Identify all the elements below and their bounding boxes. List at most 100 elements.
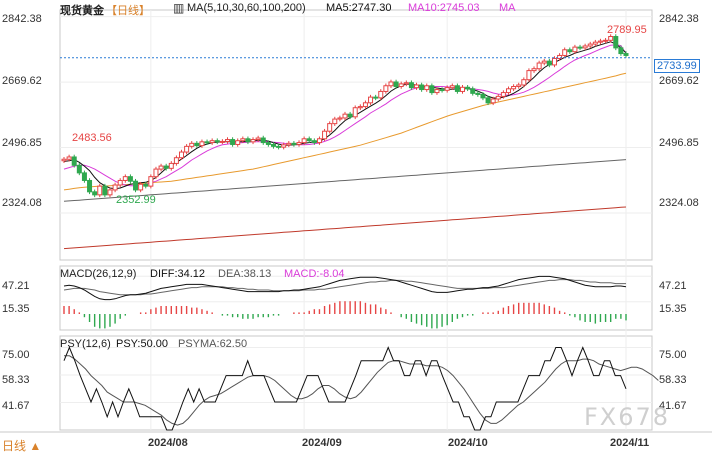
ma-more: MA	[499, 2, 516, 14]
candle-body	[557, 54, 563, 59]
candle-body	[224, 139, 230, 142]
candle-body	[163, 165, 169, 169]
ma10-value: MA10:2745.03	[408, 2, 480, 14]
ma5-value: MA5:2747.30	[326, 2, 392, 14]
candle-body	[388, 81, 394, 87]
psy-value: PSY:50.00	[116, 338, 168, 350]
candle-body	[424, 85, 430, 91]
psy-ytick-left-2: 58.33	[2, 374, 30, 386]
macd-params: MACD(26,12,9)	[60, 268, 137, 280]
candle-body	[230, 139, 236, 145]
psy-ytick-right-1: 75.00	[659, 349, 687, 361]
candle-body	[133, 180, 139, 191]
candle-body	[444, 87, 450, 91]
candle-body	[214, 140, 220, 143]
ma30-line	[63, 72, 627, 191]
ma60-line	[63, 159, 627, 202]
candle-body	[107, 189, 113, 196]
candle-body	[342, 113, 348, 119]
candle-body	[373, 96, 379, 99]
candle-body	[219, 140, 225, 143]
candle-body	[97, 185, 103, 196]
candle-body	[475, 92, 481, 95]
candle-body	[536, 62, 542, 70]
candle-body	[623, 53, 629, 56]
candle-body	[516, 84, 522, 88]
candle-body	[270, 143, 276, 147]
candle-body	[454, 85, 460, 92]
instrument-title: 现货黄金	[60, 5, 104, 17]
candle-body	[143, 183, 149, 187]
xtick-2024-08: 2024/08	[148, 437, 188, 449]
candle-body	[204, 141, 210, 144]
xtick-2024-11: 2024/11	[610, 437, 650, 449]
period-label: 【日线】	[106, 5, 150, 17]
candle-icon: ▥	[173, 1, 185, 15]
candle-body	[439, 89, 445, 92]
candle-body	[352, 107, 358, 118]
main-ytick-right-1: 2842.38	[659, 13, 699, 25]
candle-body	[189, 142, 195, 147]
candle-body	[521, 79, 527, 86]
main-ytick-left-3: 2496.85	[2, 137, 42, 149]
candle-body	[546, 60, 552, 66]
candle-body	[199, 141, 205, 147]
psy-line	[63, 346, 627, 431]
candle-body	[531, 68, 537, 72]
macd-value: MACD:-8.04	[284, 268, 345, 280]
candle-body	[465, 86, 471, 90]
main-ytick-right-3: 2496.85	[659, 137, 699, 149]
candle-body	[332, 118, 338, 125]
candle-body	[419, 84, 425, 91]
current-price-tag: 2733.99	[654, 59, 700, 73]
candle-body	[66, 156, 72, 160]
candle-body	[260, 137, 266, 144]
candle-body	[378, 90, 384, 99]
candle-body	[541, 60, 547, 64]
candle-body	[608, 36, 614, 41]
candle-body	[495, 95, 501, 100]
candle-body	[301, 138, 307, 144]
candle-body	[383, 85, 389, 92]
candle-body	[127, 176, 133, 182]
macd-dea: DEA:38.13	[218, 268, 272, 280]
candle-body	[582, 45, 588, 49]
candle-body	[357, 106, 363, 109]
candle-body	[597, 40, 603, 43]
period-tab[interactable]: 日线 ▲	[2, 439, 42, 453]
candle-body	[184, 145, 190, 153]
candle-body	[112, 184, 118, 191]
high-annotation: 2789.95	[607, 24, 647, 36]
macd-ytick-left-1: 47.21	[2, 280, 30, 292]
ma-params: MA(5,10,30,60,100,200)	[187, 2, 306, 14]
candle-body	[449, 85, 455, 89]
candle-body	[526, 70, 532, 81]
psyma-line	[64, 355, 659, 426]
candle-body	[587, 43, 593, 47]
candle-body	[250, 139, 256, 143]
watermark-logo: FX678	[584, 403, 671, 431]
diff-line	[63, 275, 627, 301]
macd-ytick-left-2: 15.35	[2, 303, 30, 315]
candle-body	[368, 96, 374, 104]
candle-body	[168, 162, 174, 169]
candle-body	[577, 46, 583, 49]
left-high-annotation: 2483.56	[72, 132, 112, 144]
macd-ytick-right-2: 15.35	[659, 303, 687, 315]
ma10-line	[63, 44, 627, 187]
macd-panel	[59, 265, 653, 331]
ma200-line	[63, 206, 627, 250]
candle-body	[138, 183, 144, 191]
candle-body	[613, 36, 619, 49]
candle-body	[148, 176, 154, 187]
main-ytick-right-2: 2669.62	[659, 75, 699, 87]
candle-body	[311, 140, 317, 144]
main-ytick-left-1: 2842.38	[2, 13, 42, 25]
candle-body	[71, 156, 77, 166]
candle-body	[245, 138, 251, 143]
candle-body	[618, 47, 624, 55]
candle-body	[291, 142, 297, 145]
candle-body	[102, 185, 108, 196]
candle-body	[603, 39, 609, 42]
